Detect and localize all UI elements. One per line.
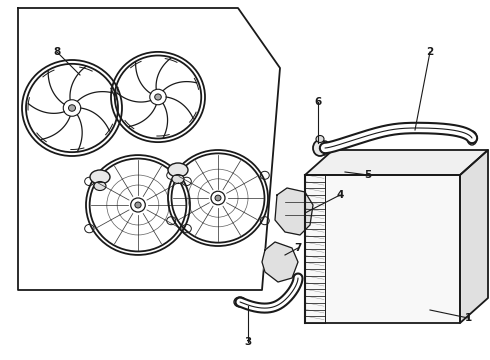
Polygon shape <box>262 242 298 282</box>
Ellipse shape <box>69 105 75 111</box>
Text: 8: 8 <box>53 47 61 57</box>
Ellipse shape <box>135 202 141 208</box>
Ellipse shape <box>334 167 346 177</box>
Ellipse shape <box>94 181 106 190</box>
Text: 2: 2 <box>426 47 434 57</box>
Polygon shape <box>305 175 460 323</box>
Text: 5: 5 <box>365 170 371 180</box>
Ellipse shape <box>313 140 327 156</box>
Ellipse shape <box>90 170 110 184</box>
Polygon shape <box>275 188 313 235</box>
Text: 7: 7 <box>294 243 302 253</box>
Text: 6: 6 <box>315 97 321 107</box>
Ellipse shape <box>168 163 188 177</box>
Text: 4: 4 <box>336 190 343 200</box>
Text: 3: 3 <box>245 337 252 347</box>
Ellipse shape <box>155 94 161 100</box>
Ellipse shape <box>215 195 221 201</box>
Ellipse shape <box>172 175 184 184</box>
Polygon shape <box>305 150 488 175</box>
Polygon shape <box>460 150 488 323</box>
Ellipse shape <box>316 135 324 143</box>
Text: 1: 1 <box>465 313 471 323</box>
